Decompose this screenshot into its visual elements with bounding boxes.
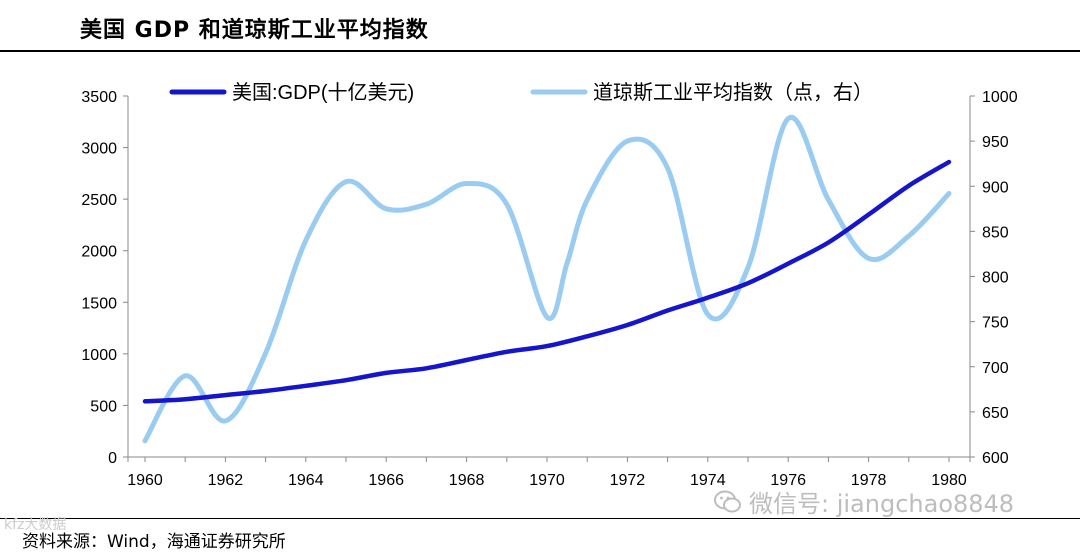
watermark-text: 微信号: jiangchao8848 [749, 490, 1015, 518]
legend-label-gdp: 美国:GDP(十亿美元) [232, 81, 414, 104]
x-tick-label: 1960 [127, 472, 163, 489]
y-right-tick-label: 850 [982, 224, 1009, 241]
y-left-tick-label: 500 [90, 398, 117, 415]
corner-watermark: kfz大数据 [4, 517, 67, 533]
chart-axes: 0 500 1000 1500 2000 2500 3000 3500 600 650 700 750… [81, 89, 1017, 489]
y-right-tick-label: 700 [982, 360, 1009, 377]
x-tick-label: 1970 [529, 472, 565, 489]
watermark: 微信号: jiangchao8848 [713, 484, 1014, 519]
title-divider [0, 50, 1080, 52]
chart-legend: 美国:GDP(十亿美元) 道琼斯工业平均指数（点，右） [169, 81, 873, 104]
x-tick-label: 1978 [851, 472, 887, 489]
source-note: 资料来源：Wind，海通证券研究所 [22, 532, 286, 552]
x-tick-label: 1968 [449, 472, 485, 489]
chart-lines [142, 114, 952, 444]
y-right-tick-label: 1000 [982, 89, 1018, 106]
x-tick-label: 1966 [368, 472, 404, 489]
y-right-tick-label: 750 [982, 315, 1009, 332]
y-left-tick-label: 3500 [81, 89, 117, 106]
x-tick-label: 1964 [288, 472, 324, 489]
source-divider [0, 518, 1080, 519]
x-tick-label: 1974 [690, 472, 726, 489]
y-left-tick-label: 2000 [81, 244, 117, 261]
legend-label-dow-jones: 道琼斯工业平均指数（点，右） [593, 81, 873, 104]
x-tick-label: 1976 [770, 472, 806, 489]
y-left-tick-label: 1500 [81, 295, 117, 312]
y-left-tick-label: 2500 [81, 192, 117, 209]
series-line-dow-jones [142, 114, 952, 444]
chart: 0 500 1000 1500 2000 2500 3000 3500 600 650 700 750… [81, 81, 1017, 489]
y-right-tick-label: 900 [982, 179, 1009, 196]
y-right-tick-label: 950 [982, 134, 1009, 151]
y-left-tick-label: 0 [108, 450, 117, 467]
y-left-tick-label: 3000 [81, 141, 117, 158]
wechat-icon [714, 490, 741, 512]
page-title: 美国 GDP 和道琼斯工业平均指数 [80, 18, 429, 43]
y-right-tick-label: 650 [982, 405, 1009, 422]
y-right-tick-label: 800 [982, 270, 1009, 287]
x-tick-label: 1972 [610, 472, 646, 489]
y-left-tick-label: 1000 [81, 347, 117, 364]
y-right-tick-label: 600 [982, 450, 1009, 467]
title-bar: 美国 GDP 和道琼斯工业平均指数 [0, 0, 1080, 52]
x-tick-label: 1962 [208, 472, 244, 489]
x-tick-label: 1980 [931, 472, 967, 489]
